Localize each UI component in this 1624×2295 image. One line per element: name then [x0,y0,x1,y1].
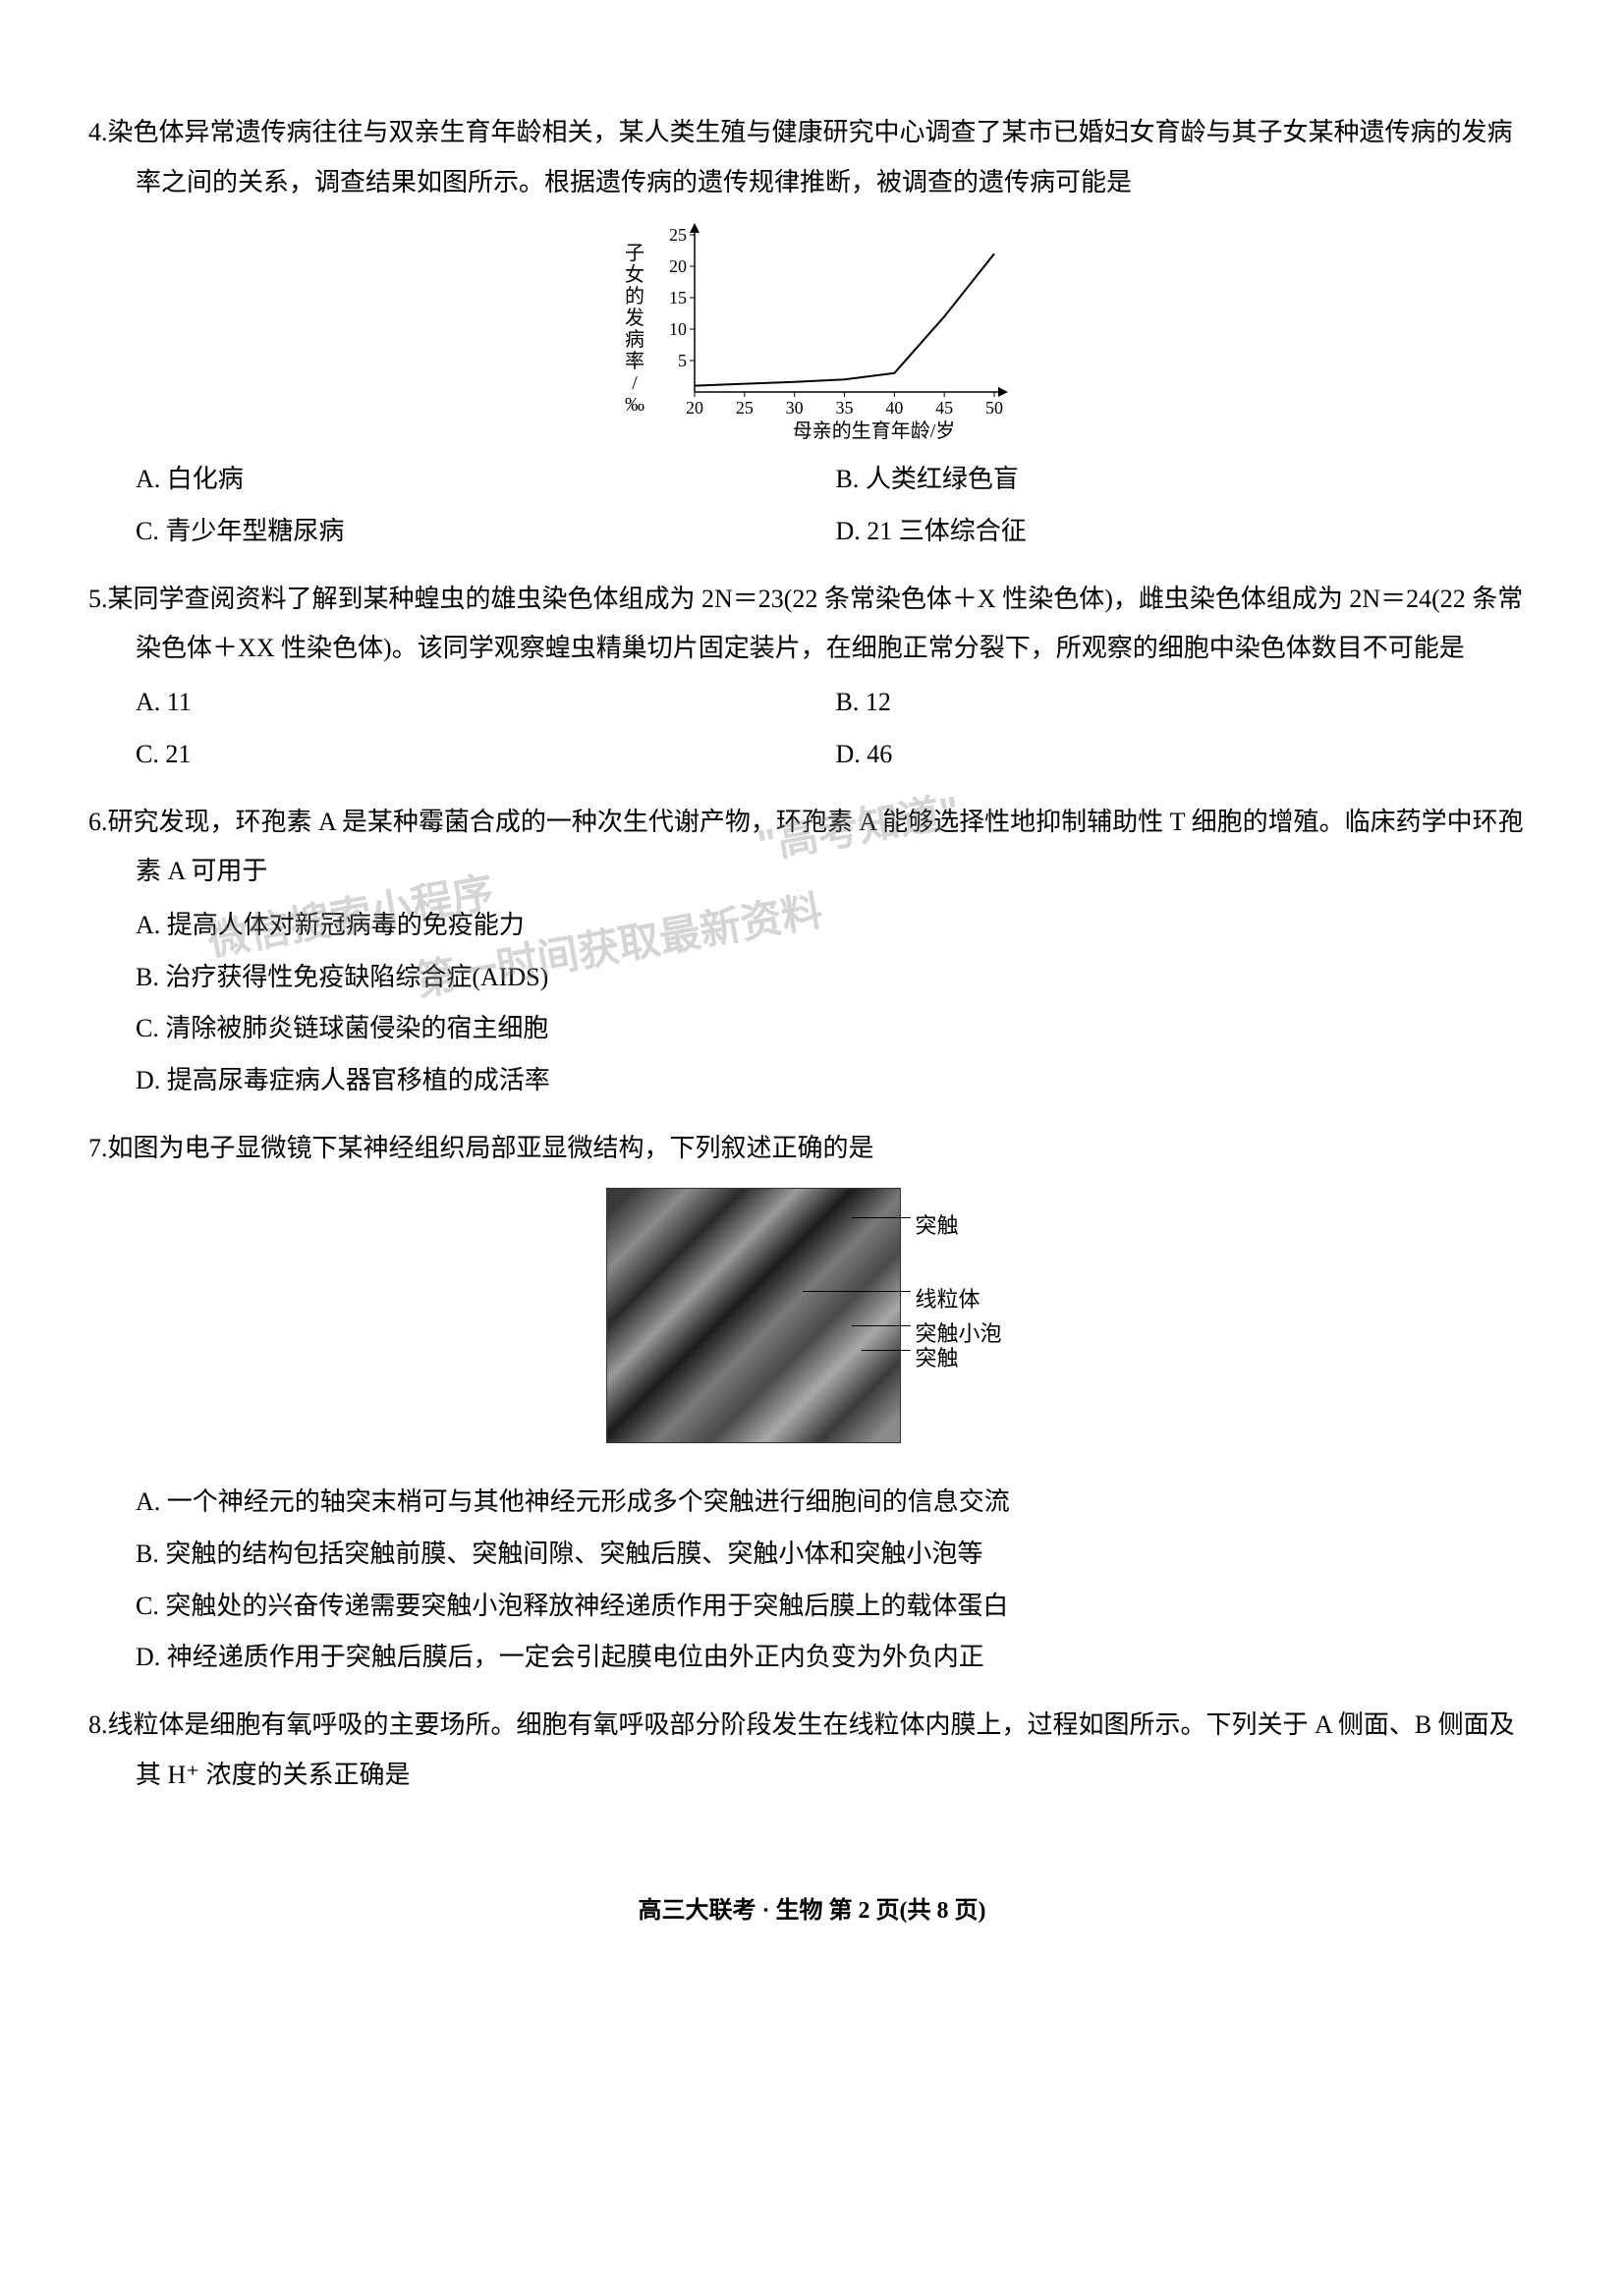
q4-optB: B. 人类红绿色盲 [836,455,1537,505]
svg-text:25: 25 [735,398,753,418]
q5-body: 某同学查阅资料了解到某种蝗虫的雄虫染色体组成为 2N＝23(22 条常染色体＋X… [108,585,1524,663]
q6-body: 研究发现，环孢素 A 是某种霉菌合成的一种次生代谢产物，环孢素 A 能够选择性地… [108,808,1524,886]
svg-text:病: 病 [625,328,644,351]
q7-optB: B. 突触的结构包括突触前膜、突触间隙、突触后膜、突触小体和突触小泡等 [88,1530,1536,1580]
q4-options-row2: C. 青少年型糖尿病 D. 21 三体综合征 [88,507,1536,557]
svg-text:20: 20 [686,398,703,418]
q4-chart-container: 5 10 15 20 25 20 25 30 35 40 45 50 子女的发病率/‰ 母亲的生育年龄/岁 [88,217,1536,443]
question-4: 4.染色体异常遗传病往往与双亲生育年龄相关，某人类生殖与健康研究中心调查了某市已… [88,108,1536,557]
label-line-2 [803,1291,911,1292]
q7-optC: C. 突触处的兴奋传递需要突触小泡释放神经递质作用于突触后膜上的载体蛋白 [88,1582,1536,1632]
svg-text:发: 发 [625,307,644,329]
q6-optC: C. 清除被肺炎链球菌侵染的宿主细胞 [88,1004,1536,1054]
q4-chart: 5 10 15 20 25 20 25 30 35 40 45 50 子女的发病率/‰ 母亲的生育年龄/岁 [611,217,1014,443]
svg-text:25: 25 [669,225,687,245]
question-7: 7.如图为电子显微镜下某神经组织局部亚显微结构，下列叙述正确的是 突触 线粒体 … [88,1124,1536,1683]
svg-text:15: 15 [669,288,687,308]
micrograph-box: 突触 线粒体 突触小泡 突触 [606,1188,1019,1463]
q5-options-row1: A. 11 B. 12 [88,678,1536,728]
q7-body: 如图为电子显微镜下某神经组织局部亚显微结构，下列叙述正确的是 [108,1134,874,1162]
q7-num: 7. [88,1134,108,1162]
svg-text:率: 率 [625,350,644,372]
q7-text: 7.如图为电子显微镜下某神经组织局部亚显微结构，下列叙述正确的是 [88,1124,1536,1174]
q6-optA: A. 提高人体对新冠病毒的免疫能力 [88,901,1536,951]
svg-text:/: / [632,372,638,394]
svg-text:子: 子 [625,243,644,264]
q5-optB: B. 12 [836,678,1537,728]
q8-text: 8.线粒体是细胞有氧呼吸的主要场所。细胞有氧呼吸部分阶段发生在线粒体内膜上，过程… [88,1701,1536,1800]
q5-optC: C. 21 [136,730,836,780]
q4-options-row1: A. 白化病 B. 人类红绿色盲 [88,455,1536,505]
svg-text:女: 女 [625,263,644,286]
q6-num: 6. [88,808,108,836]
svg-text:5: 5 [678,351,687,370]
q4-num: 4. [88,118,108,146]
svg-text:35: 35 [835,398,853,418]
question-5: 5.某同学查阅资料了解到某种蝗虫的雄虫染色体组成为 2N＝23(22 条常染色体… [88,575,1536,780]
q4-body: 染色体异常遗传病往往与双亲生育年龄相关，某人类生殖与健康研究中心调查了某市已婚妇… [108,118,1513,196]
mg-label-4: 突触 [916,1338,959,1380]
q5-text: 5.某同学查阅资料了解到某种蝗虫的雄虫染色体组成为 2N＝23(22 条常染色体… [88,575,1536,674]
svg-text:的: 的 [625,285,644,308]
q6-text: 6.研究发现，环孢素 A 是某种霉菌合成的一种次生代谢产物，环孢素 A 能够选择… [88,798,1536,897]
svg-text:10: 10 [669,319,687,339]
q7-image-container: 突触 线粒体 突触小泡 突触 [88,1188,1536,1463]
q5-num: 5. [88,585,108,613]
micrograph-image [606,1188,901,1443]
q7-optA: A. 一个神经元的轴突末梢可与其他神经元形成多个突触进行细胞间的信息交流 [88,1478,1536,1528]
page-footer: 高三大联考 · 生物 第 2 页(共 8 页) [88,1888,1536,1934]
svg-text:30: 30 [785,398,803,418]
svg-text:20: 20 [669,256,687,276]
q4-optC: C. 青少年型糖尿病 [136,507,836,557]
q6-optB: B. 治疗获得性免疫缺陷综合症(AIDS) [88,953,1536,1003]
q8-num: 8. [88,1710,108,1739]
svg-text:50: 50 [985,398,1003,418]
q5-optA: A. 11 [136,678,836,728]
label-line-4 [862,1350,911,1351]
q8-body: 线粒体是细胞有氧呼吸的主要场所。细胞有氧呼吸部分阶段发生在线粒体内膜上，过程如图… [108,1710,1515,1789]
q7-optD: D. 神经递质作用于突触后膜后，一定会引起膜电位由外正内负变为外负内正 [88,1633,1536,1683]
q4-text: 4.染色体异常遗传病往往与双亲生育年龄相关，某人类生殖与健康研究中心调查了某市已… [88,108,1536,207]
svg-text:40: 40 [885,398,903,418]
q5-options-row2: C. 21 D. 46 [88,730,1536,780]
label-line-1 [852,1217,911,1218]
label-line-3 [852,1325,911,1326]
svg-text:45: 45 [935,398,953,418]
q6-optD: D. 提高尿毒症病人器官移植的成活率 [88,1056,1536,1106]
question-6: "高考知道" 微信搜索小程序 第一时间获取最新资料 6.研究发现，环孢素 A 是… [88,798,1536,1106]
question-8: 8.线粒体是细胞有氧呼吸的主要场所。细胞有氧呼吸部分阶段发生在线粒体内膜上，过程… [88,1701,1536,1800]
q4-optA: A. 白化病 [136,455,836,505]
svg-text:母亲的生育年龄/岁: 母亲的生育年龄/岁 [792,420,955,442]
q4-optD: D. 21 三体综合征 [836,507,1537,557]
q5-optD: D. 46 [836,730,1537,780]
mg-label-1: 突触 [916,1205,959,1248]
svg-text:‰: ‰ [625,394,644,416]
